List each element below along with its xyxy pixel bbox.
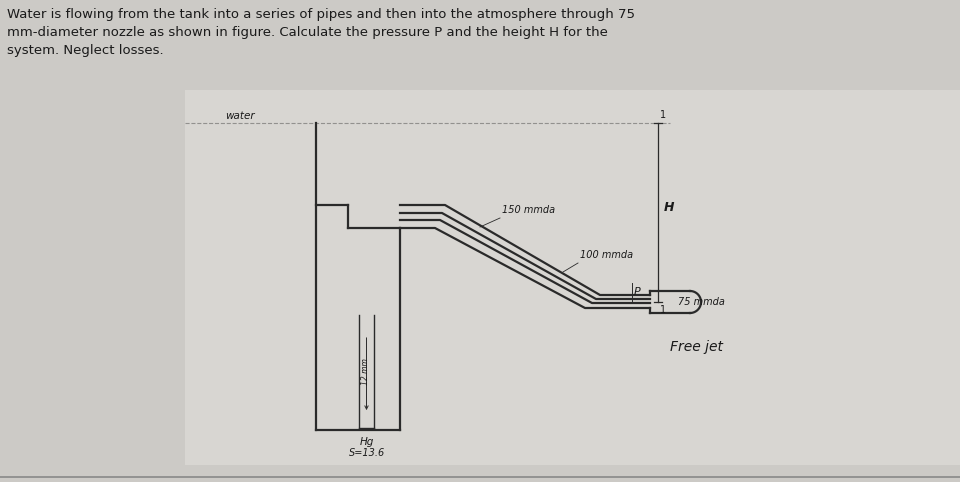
Text: water: water — [225, 111, 254, 121]
Text: 1: 1 — [660, 110, 666, 120]
Text: 12 mm: 12 mm — [361, 358, 370, 385]
Bar — [185, 90, 960, 465]
Text: 75 mmda: 75 mmda — [678, 297, 725, 307]
Text: S=13.6: S=13.6 — [348, 448, 385, 458]
Text: 150 mmda: 150 mmda — [502, 205, 555, 215]
Text: Free jet: Free jet — [670, 340, 723, 354]
Text: P: P — [634, 287, 640, 297]
Text: Hg: Hg — [360, 437, 374, 447]
Text: Water is flowing from the tank into a series of pipes and then into the atmosphe: Water is flowing from the tank into a se… — [7, 8, 635, 57]
Text: 1: 1 — [660, 305, 666, 315]
Text: H: H — [664, 201, 675, 214]
Text: 100 mmda: 100 mmda — [580, 250, 634, 260]
